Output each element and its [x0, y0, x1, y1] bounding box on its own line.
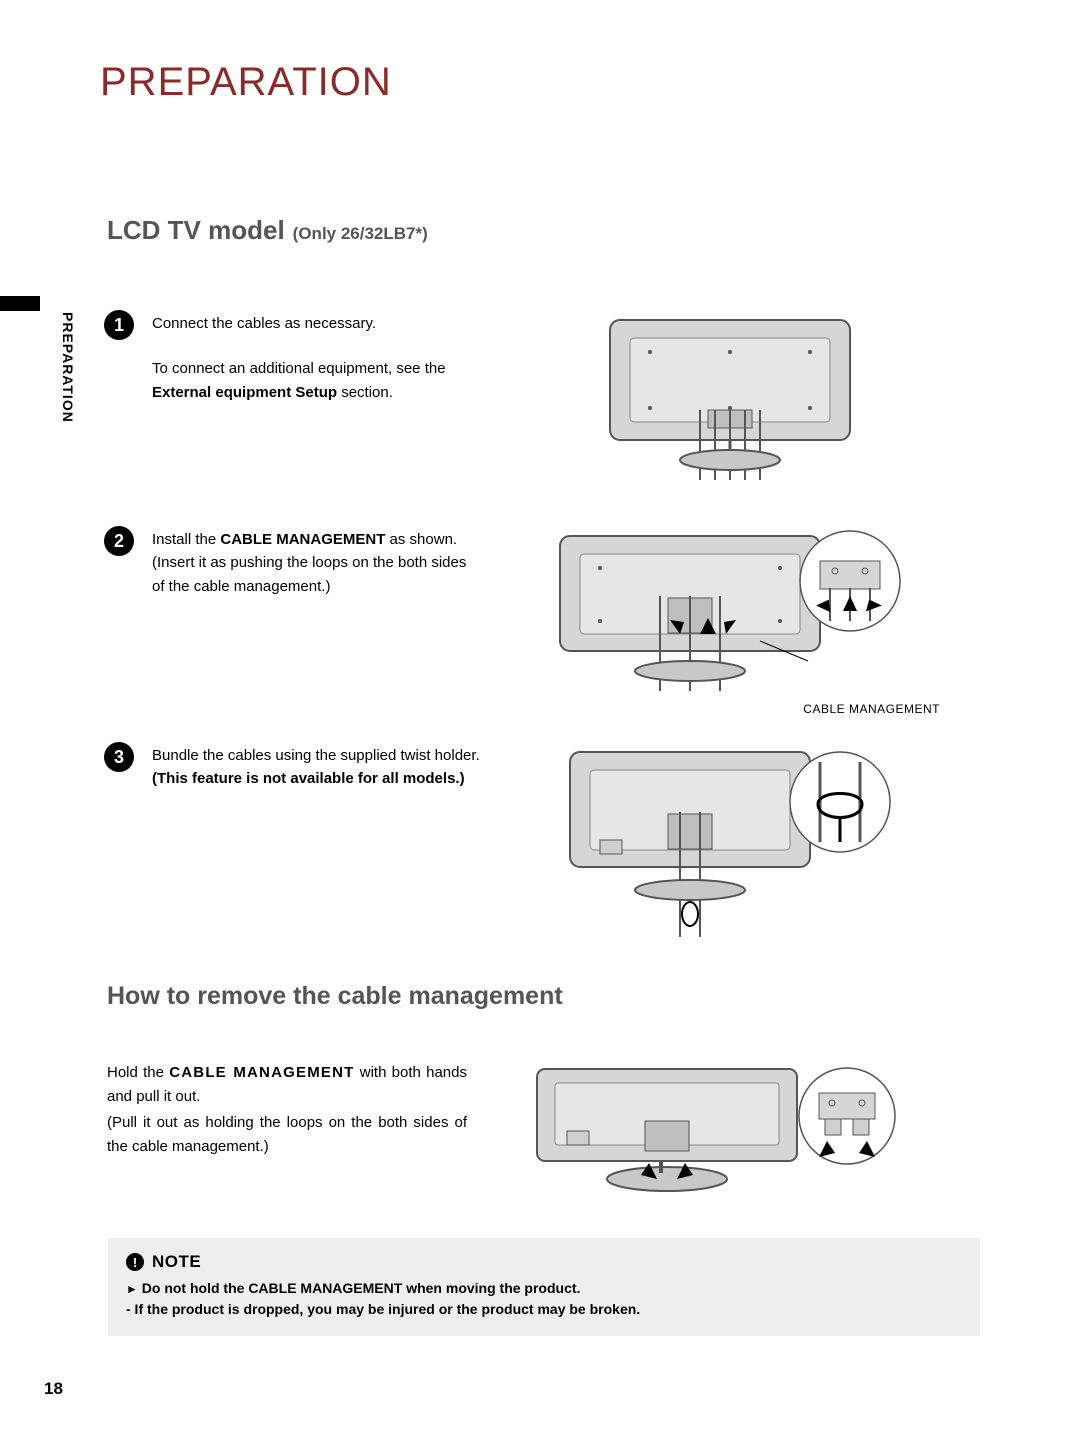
step-2-text: Install the CABLE MANAGEMENT as shown. (…: [152, 526, 482, 598]
note-line1: ► Do not hold the CABLE MANAGEMENT when …: [126, 1278, 962, 1299]
manual-page: PREPARATION PREPARATION LCD TV model (On…: [0, 0, 1080, 1439]
note-line1-pre: Do not hold the: [142, 1280, 249, 1296]
step-2-illustration: CABLE MANAGEMENT: [500, 526, 1000, 716]
cable-management-caption: CABLE MANAGEMENT: [803, 702, 940, 716]
remove-illustration: [527, 1061, 907, 1206]
step-2-line1-bold: CABLE MANAGEMENT: [220, 531, 385, 548]
step-badge-1: 1: [104, 310, 134, 340]
step-badge-3: 3: [104, 742, 134, 772]
step-3-text: Bundle the cables using the supplied twi…: [152, 742, 482, 791]
section-title-sub: (Only 26/32LB7*): [293, 224, 428, 244]
step-3-line1-bold: (This feature is not available for all m…: [152, 770, 465, 787]
arrow-icon: ►: [126, 1282, 138, 1296]
step-badge-2: 2: [104, 526, 134, 556]
step-1-text: Connect the cables as necessary. To conn…: [152, 310, 482, 404]
step-1-line2-bold: External equipment Setup: [152, 384, 337, 401]
note-icon: !: [126, 1253, 144, 1271]
step-2: 2 Install the CABLE MANAGEMENT as shown.…: [104, 526, 1000, 716]
step-1-line2: To connect an additional equipment, see …: [152, 357, 482, 404]
note-line1-post: when moving the product.: [402, 1280, 580, 1296]
section2-title: How to remove the cable management: [107, 982, 1000, 1011]
step-2-line1-pre: Install the: [152, 531, 220, 548]
remove-para1-pre: Hold the: [107, 1064, 169, 1081]
section-heading: LCD TV model (Only 26/32LB7*): [107, 215, 1000, 246]
section-title-main: LCD TV model: [107, 215, 285, 246]
step-3-line1: Bundle the cables using the supplied twi…: [152, 744, 482, 791]
remove-para1: Hold the CABLE MANAGEMENT with both hand…: [107, 1061, 467, 1109]
remove-para1-bold: CABLE MANAGEMENT: [169, 1064, 354, 1081]
note-body: ► Do not hold the CABLE MANAGEMENT when …: [126, 1278, 962, 1320]
step-1: 1 Connect the cables as necessary. To co…: [104, 310, 1000, 500]
remove-text: Hold the CABLE MANAGEMENT with both hand…: [107, 1061, 467, 1206]
note-line1-bold: CABLE MANAGEMENT: [248, 1280, 402, 1296]
step-3-illustration: [500, 742, 1000, 942]
note-title: NOTE: [152, 1252, 201, 1272]
step-1-line1: Connect the cables as necessary.: [152, 312, 482, 335]
step-1-line2-post: section.: [337, 384, 393, 401]
edge-tab: [0, 296, 40, 311]
side-label: PREPARATION: [60, 312, 76, 423]
step-2-line1: Install the CABLE MANAGEMENT as shown. (…: [152, 528, 482, 598]
step-1-line2-pre: To connect an additional equipment, see …: [152, 360, 446, 377]
step-3-line1-pre: Bundle the cables using the supplied twi…: [152, 747, 480, 764]
note-line2: - If the product is dropped, you may be …: [126, 1299, 962, 1320]
page-title: PREPARATION: [100, 60, 1000, 105]
note-head: ! NOTE: [126, 1252, 962, 1272]
note-box: ! NOTE ► Do not hold the CABLE MANAGEMEN…: [108, 1238, 980, 1336]
step-3: 3 Bundle the cables using the supplied t…: [104, 742, 1000, 942]
page-number: 18: [44, 1379, 63, 1399]
remove-para2: (Pull it out as holding the loops on the…: [107, 1111, 467, 1159]
step-1-illustration: [500, 310, 1000, 490]
remove-block: Hold the CABLE MANAGEMENT with both hand…: [107, 1061, 1000, 1206]
